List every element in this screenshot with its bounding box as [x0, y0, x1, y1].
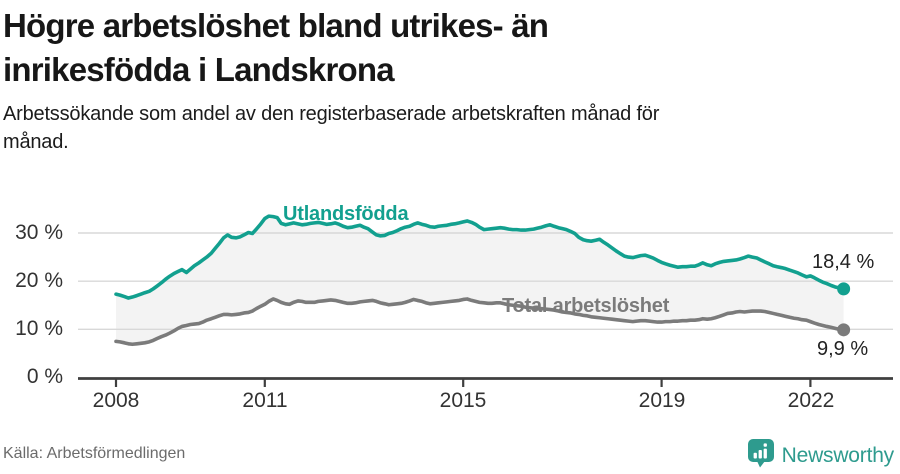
- page-subtitle-line-1: Arbetssökande som andel av den registerb…: [3, 103, 660, 125]
- newsworthy-logo: Newsworthy: [747, 438, 894, 473]
- y-axis-label-10: 10 %: [15, 317, 63, 340]
- x-axis-label-2008: 2008: [92, 389, 140, 412]
- series-label-total-arbetsloshet: Total arbetslöshet: [502, 295, 670, 317]
- series-label-utlandsfodda: Utlandsfödda: [283, 203, 409, 225]
- y-axis-label-20: 20 %: [15, 269, 63, 292]
- page-subtitle: Arbetssökande som andel av den registerb…: [3, 100, 863, 156]
- source-note: Källa: Arbetsförmedlingen: [3, 445, 186, 462]
- series-line: [114, 214, 846, 300]
- value-label-utlandsfodda: 18,4 %: [812, 251, 875, 273]
- band-between-series: [116, 216, 844, 345]
- x-axis-label-2015: 2015: [439, 389, 487, 412]
- y-axis-label-0: 0 %: [26, 365, 63, 388]
- page-title-line-2: inrikesfödda i Landskrona: [3, 51, 395, 88]
- value-label-total-arbetsloshet: 9,9 %: [817, 338, 869, 360]
- series-line: [114, 297, 846, 347]
- newsworthy-chart-bars-icon: [747, 438, 776, 473]
- x-axis-label-2019: 2019: [638, 389, 686, 412]
- x-axis-label-2011: 2011: [242, 389, 288, 412]
- x-axis-label-2022: 2022: [787, 389, 835, 412]
- y-axis-label-30: 30 %: [15, 221, 63, 244]
- page-subtitle-line-2: månad.: [3, 131, 69, 153]
- page-title: Högre arbetslöshet bland utrikes- än inr…: [3, 4, 763, 92]
- page-title-line-1: Högre arbetslöshet bland utrikes- än: [3, 7, 549, 44]
- newsworthy-logo-text: Newsworthy: [781, 443, 895, 467]
- series-end-dot: [837, 323, 851, 337]
- series-end-dot: [837, 282, 851, 296]
